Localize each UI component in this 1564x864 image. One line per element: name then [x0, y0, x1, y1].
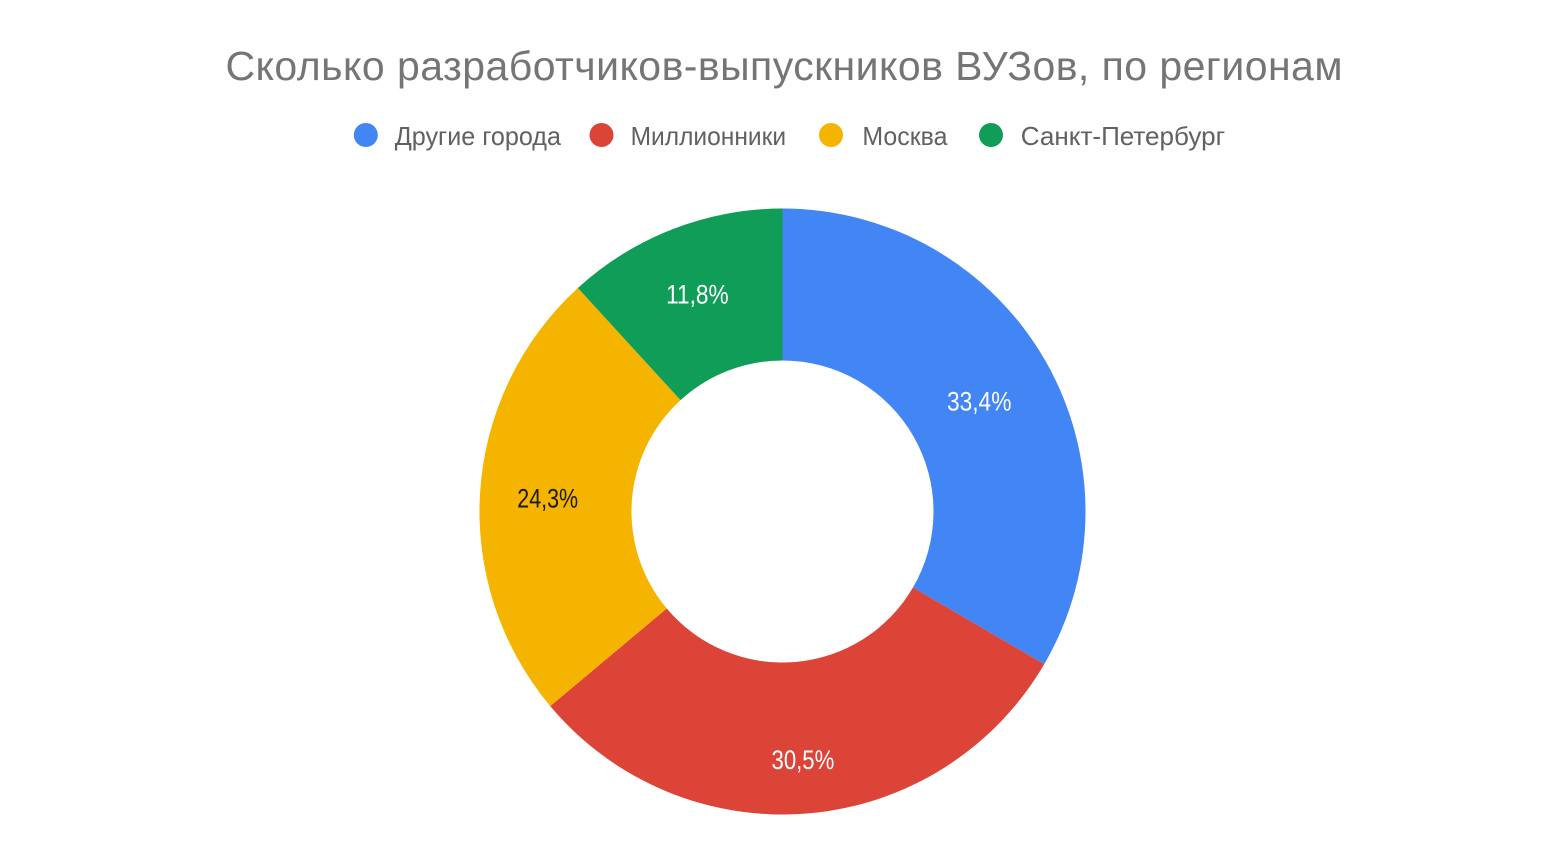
svg-text:Сколько разработчиков-выпускни: Сколько разработчиков-выпускников ВУЗов,…	[226, 43, 1343, 89]
svg-text:Другие города: Другие города	[395, 121, 562, 151]
svg-text:11,8%: 11,8%	[666, 279, 729, 309]
svg-text:Миллионники: Миллионники	[631, 121, 787, 151]
svg-text:24,3%: 24,3%	[517, 483, 578, 513]
svg-text:30,5%: 30,5%	[772, 745, 835, 775]
svg-text:Москва: Москва	[862, 121, 948, 151]
svg-text:33,4%: 33,4%	[947, 387, 1012, 417]
svg-text:Санкт-Петербург: Санкт-Петербург	[1021, 121, 1225, 151]
